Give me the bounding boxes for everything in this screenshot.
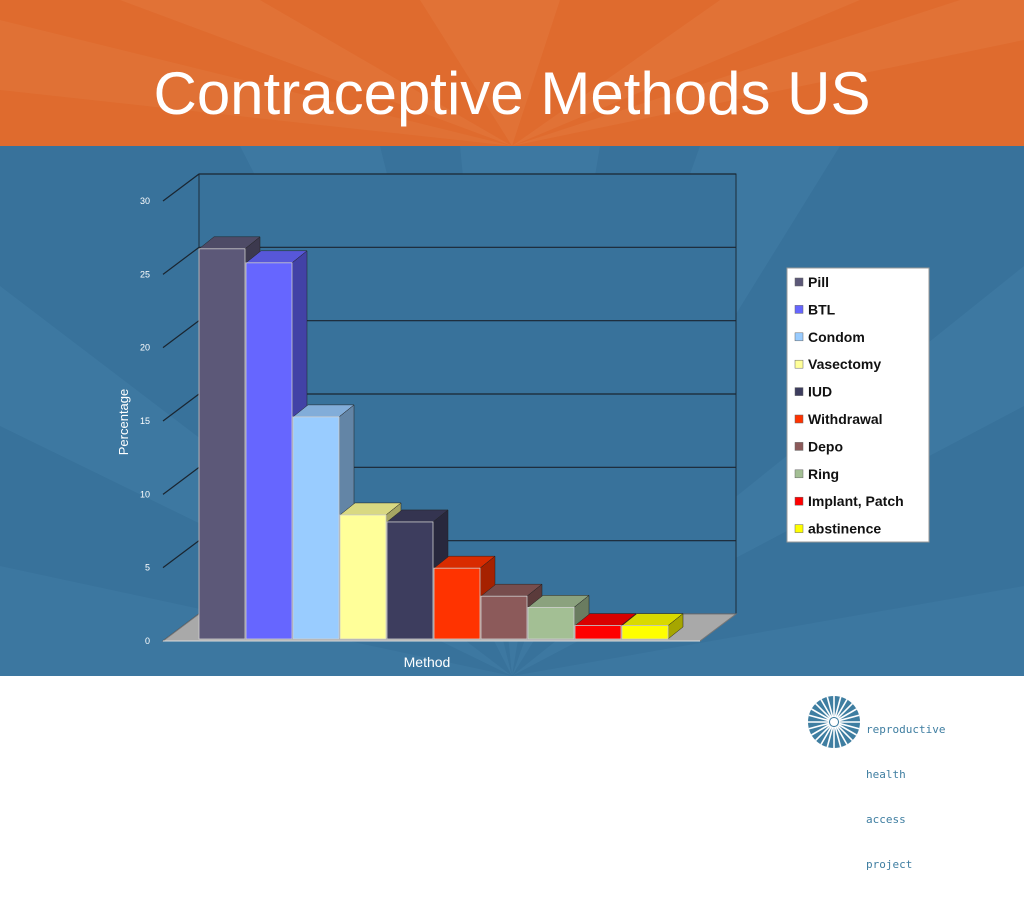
footer: reproductive health access project	[0, 676, 1024, 871]
legend-swatch	[794, 524, 804, 533]
legend-label: Vasectomy	[808, 356, 881, 372]
legend-label: Ring	[808, 466, 839, 482]
legend-label: Condom	[808, 329, 865, 345]
y-tick-label: 25	[140, 269, 150, 279]
legend-label: Withdrawal	[808, 411, 883, 427]
legend-swatch	[794, 496, 804, 506]
title-banner: Contraceptive Methods US	[0, 0, 1024, 146]
bar-front	[574, 625, 622, 640]
bar	[527, 594, 590, 640]
y-tick-label: 5	[145, 563, 150, 573]
bar-front	[433, 567, 481, 640]
y-tick-label: 20	[140, 343, 150, 353]
legend-swatch	[794, 277, 804, 287]
legend-label: Pill	[808, 274, 829, 290]
logo-line: project	[866, 858, 913, 871]
y-tick-label: 30	[140, 196, 150, 206]
bar-front	[198, 248, 246, 640]
legend-swatch	[794, 359, 804, 369]
legend-box	[786, 267, 930, 543]
legend-swatch	[794, 387, 804, 396]
y-tick-label: 0	[145, 636, 150, 646]
bar	[621, 613, 684, 640]
chart-legend: Pill BTL Condom Vasectomy IUD Withdrawal Depo R…	[786, 267, 930, 543]
bar-front	[386, 521, 434, 640]
y-tick-label: 10	[140, 489, 150, 499]
legend-label: Depo	[808, 438, 843, 454]
x-axis-label: Method	[404, 654, 451, 670]
slide-title: Contraceptive Methods US	[153, 60, 871, 127]
legend-swatch	[794, 469, 804, 479]
bar-front	[480, 595, 528, 640]
legend-label: Implant, Patch	[808, 493, 904, 509]
bar-chart: 0 5 10 15 20 25 30 Percentage Method Pill BTL Co…	[116, 173, 930, 670]
sunburst-logo-icon	[808, 696, 860, 748]
logo-wordmark: reproductive health access project	[866, 692, 945, 902]
logo-line: access	[866, 813, 906, 826]
bar-front	[339, 514, 387, 640]
legend-swatch	[794, 442, 804, 451]
legend-swatch	[794, 305, 804, 314]
bar-front	[245, 262, 293, 640]
legend-label: abstinence	[808, 521, 881, 537]
legend-swatch	[794, 414, 804, 424]
legend-label: BTL	[808, 301, 836, 317]
banner-rays	[0, 0, 1024, 146]
bar-front	[527, 606, 575, 640]
logo-line: health	[866, 768, 906, 781]
bar-front	[292, 416, 340, 640]
bar-front	[621, 625, 669, 640]
bar	[480, 583, 543, 640]
y-axis-ticks: 0 5 10 15 20 25 30	[140, 196, 150, 646]
y-axis-label: Percentage	[116, 389, 131, 456]
legend-label: IUD	[808, 384, 832, 400]
chart-bars	[198, 236, 684, 640]
legend-swatch	[794, 332, 804, 342]
y-tick-label: 15	[140, 416, 150, 426]
logo-line: reproductive	[866, 723, 946, 736]
